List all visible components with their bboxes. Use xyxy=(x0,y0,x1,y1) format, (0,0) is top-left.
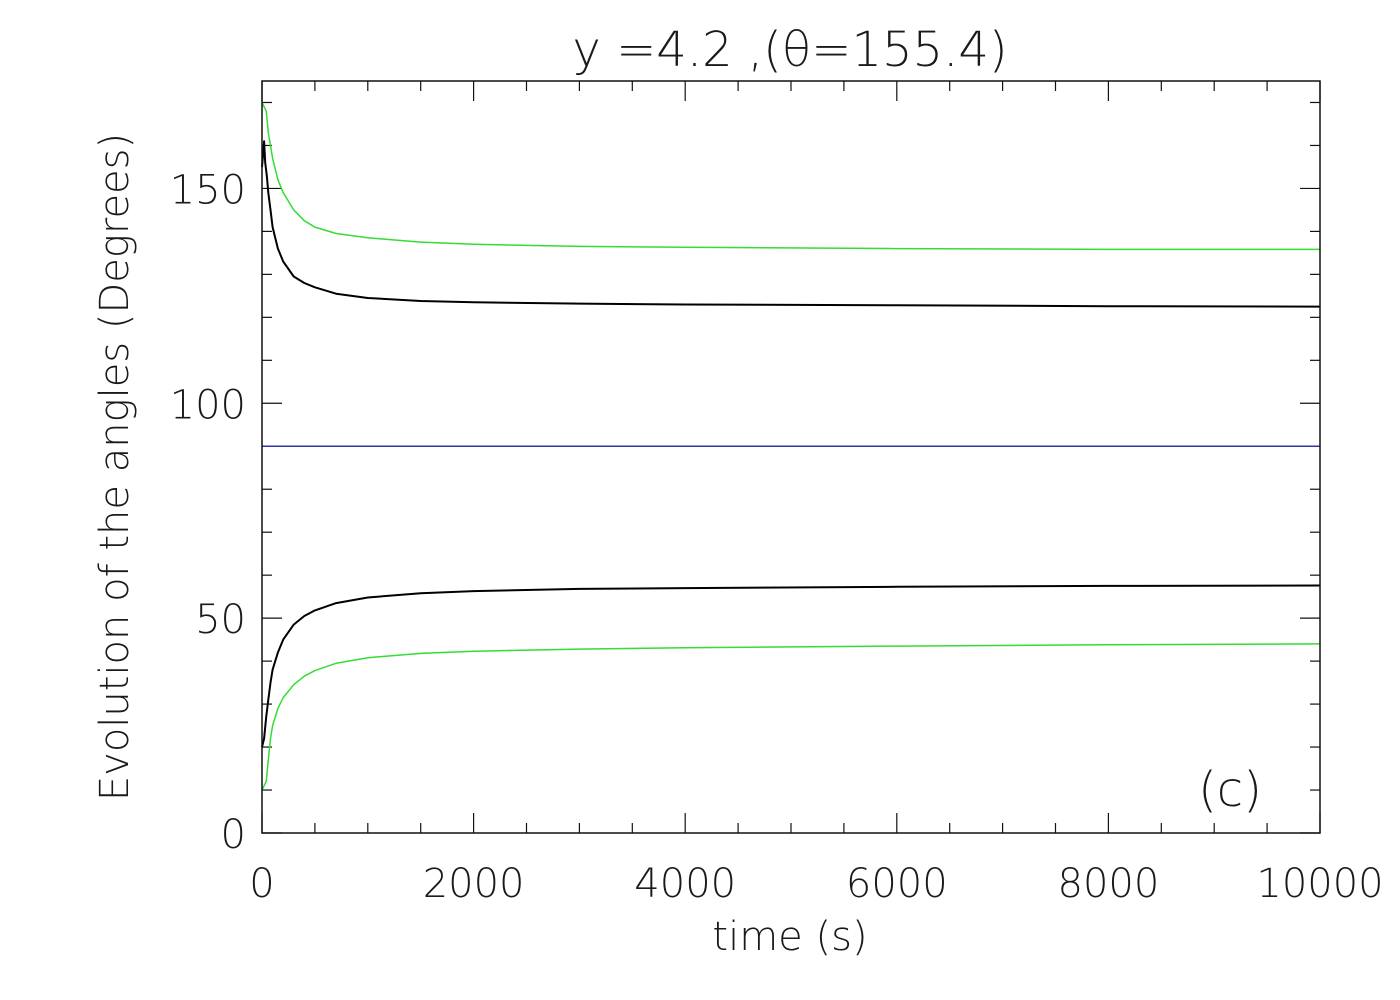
x-tick-label: 2000 xyxy=(423,861,525,907)
y-tick-label: 100 xyxy=(170,382,246,428)
tick-labels: 0 2000 4000 6000 8000 10000 0 50 100 150 xyxy=(170,167,1384,907)
x-tick-label: 6000 xyxy=(846,861,948,907)
tick-marks xyxy=(261,81,1321,834)
y-axis-label: Evolution of the angles (Degrees) xyxy=(92,133,138,801)
x-tick-label: 8000 xyxy=(1058,861,1160,907)
y-tick-label: 50 xyxy=(195,597,246,643)
series-lines xyxy=(261,102,1321,791)
x-axis-label: time (s) xyxy=(712,914,867,960)
plot-frame xyxy=(261,80,1321,834)
chart-title: y =4.2 ,(θ=155.4) xyxy=(572,22,1007,78)
series-line-2 xyxy=(261,140,1321,308)
x-tick-label: 0 xyxy=(249,861,274,907)
x-tick-label: 4000 xyxy=(634,861,736,907)
series-line-4 xyxy=(261,584,1321,748)
y-tick-label: 0 xyxy=(221,812,246,858)
series-line-5 xyxy=(261,643,1321,791)
panel-label: (c) xyxy=(1198,762,1262,818)
y-tick-label: 150 xyxy=(170,167,246,213)
series-line-1 xyxy=(261,102,1320,251)
x-tick-label: 10000 xyxy=(1256,861,1383,907)
